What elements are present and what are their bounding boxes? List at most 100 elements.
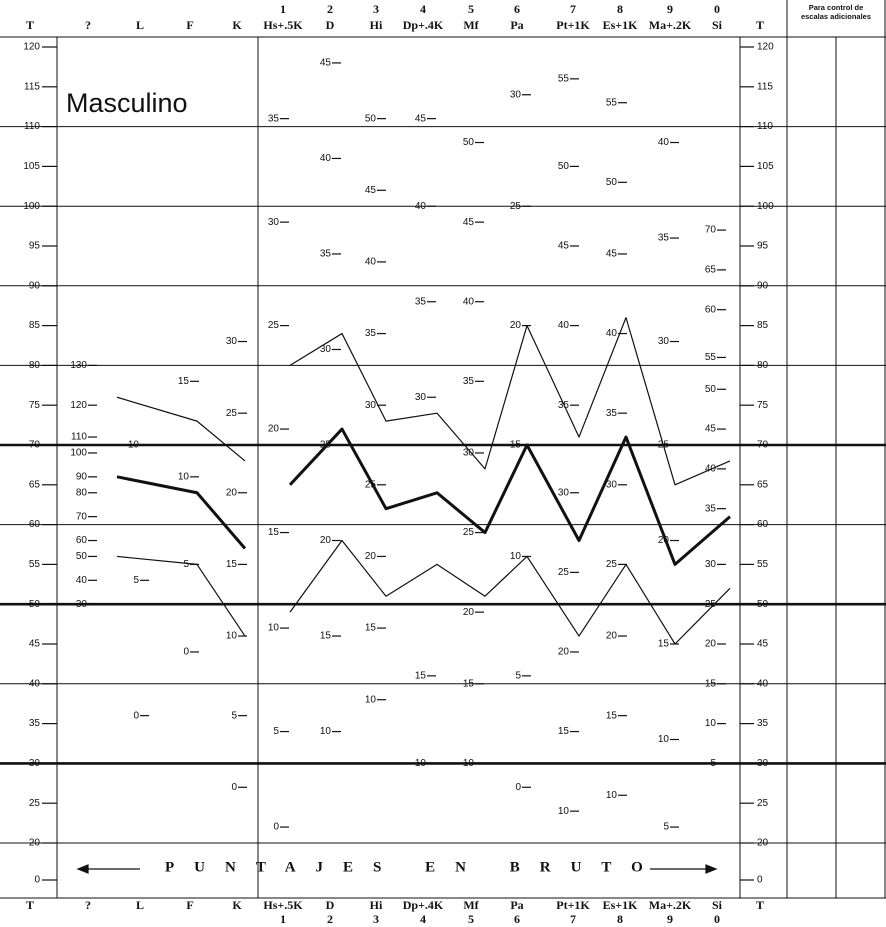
raw-score-label: 70 — [705, 225, 717, 236]
column-footer: ? — [85, 898, 91, 912]
raw-score-label: 10 — [558, 806, 570, 817]
column-footer: Hi — [370, 898, 383, 912]
raw-score-label: 20 — [606, 631, 618, 642]
y-tick-label: 110 — [757, 121, 773, 132]
scale-number: 1 — [280, 912, 286, 926]
column-footer: Es+1K — [603, 898, 639, 912]
raw-score-label: 5 — [183, 559, 189, 570]
raw-score-label: 10 — [510, 551, 522, 562]
raw-score-label: 35 — [463, 376, 475, 387]
y-tick-label: 115 — [757, 81, 773, 92]
y-tick-label: 120 — [23, 42, 40, 53]
frame — [0, 0, 886, 899]
raw-score-label: 40 — [658, 137, 670, 148]
profile-line — [289, 317, 731, 486]
raw-score-label: 15 — [606, 710, 618, 721]
raw-score-label: 30 — [365, 400, 377, 411]
y-tick-label: 40 — [757, 678, 769, 689]
column-header: Hi — [370, 18, 383, 32]
column-footer: L — [136, 898, 144, 912]
raw-score-label: 45 — [558, 241, 570, 252]
scale-number: 8 — [617, 912, 623, 926]
y-tick-label: 100 — [757, 201, 774, 212]
column-header: Pt+1K — [556, 18, 590, 32]
y-tick-label: 60 — [757, 519, 769, 530]
raw-score-label: 35 — [320, 249, 332, 260]
profile-line — [116, 555, 246, 637]
raw-score-label: 15 — [463, 678, 475, 689]
scale-number: 3 — [373, 912, 379, 926]
raw-score-label: 10 — [658, 734, 670, 745]
column-header: L — [136, 18, 144, 32]
y-tick-label: 30 — [29, 758, 41, 769]
y-tick-label: 30 — [757, 758, 769, 769]
y-tick-label: 105 — [757, 161, 774, 172]
raw-score-label: 30 — [463, 448, 475, 459]
raw-score-label: 55 — [558, 73, 570, 84]
y-tick-label: 20 — [757, 838, 769, 849]
column-header: Mf — [463, 18, 479, 32]
raw-score-label: 15 — [320, 631, 332, 642]
axis-title: T — [26, 18, 34, 32]
raw-score-label: 40 — [76, 575, 88, 586]
raw-score-label: 25 — [268, 320, 280, 331]
raw-score-label: 5 — [133, 575, 139, 586]
raw-score-label: 70 — [76, 511, 88, 522]
raw-score-label: 35 — [705, 503, 717, 514]
raw-score-label: 15 — [705, 678, 717, 689]
chart-title: Masculino — [66, 88, 188, 118]
y-tick-label: 55 — [29, 559, 41, 570]
raw-score-label: 5 — [663, 822, 669, 833]
column-header: F — [186, 18, 193, 32]
profile-line — [116, 396, 246, 462]
raw-score-label: 35 — [268, 113, 280, 124]
column-footer: Mf — [463, 898, 479, 912]
y-tick-label: 75 — [29, 400, 41, 411]
raw-score-label: 35 — [365, 328, 377, 339]
raw-score-label: 30 — [320, 344, 332, 355]
y-tick-label: 80 — [757, 360, 769, 371]
scale-number: 6 — [514, 2, 520, 16]
raw-score-label: 15 — [658, 639, 670, 650]
raw-score-label: 50 — [606, 177, 618, 188]
axis-title: T — [756, 898, 764, 912]
raw-score-label: 40 — [365, 257, 377, 268]
raw-score-label: 40 — [320, 153, 332, 164]
raw-score-label: 35 — [606, 408, 618, 419]
scale-number: 0 — [714, 912, 720, 926]
y-tick-label: 90 — [29, 280, 41, 291]
scale-number: 0 — [714, 2, 720, 16]
y-tick-label: 35 — [757, 718, 769, 729]
raw-score-label: 45 — [463, 217, 475, 228]
y-tick-label: 35 — [29, 718, 41, 729]
scale-number: 9 — [667, 912, 673, 926]
raw-score-label: 45 — [415, 113, 427, 124]
raw-score-label: 15 — [415, 670, 427, 681]
raw-score-label: 40 — [463, 296, 475, 307]
column-header: Dp+.4K — [403, 18, 444, 32]
raw-score-caption: PUNTAJES EN BRUTO — [165, 859, 663, 875]
y-tick-label: 0 — [757, 875, 763, 886]
raw-score-label: 55 — [606, 97, 618, 108]
y-tick-label: 45 — [29, 639, 41, 650]
y-tick-label: 95 — [757, 241, 769, 252]
raw-score-label: 10 — [415, 758, 427, 769]
column-footer: Ma+.2K — [649, 898, 692, 912]
raw-score-label: 45 — [705, 424, 717, 435]
raw-score-label: 110 — [71, 432, 87, 443]
y-tick-label: 65 — [757, 479, 769, 490]
y-tick-label: 80 — [29, 360, 41, 371]
column-header: K — [232, 18, 242, 32]
raw-score-label: 10 — [178, 471, 190, 482]
y-tick-label: 50 — [29, 599, 41, 610]
scale-number: 8 — [617, 2, 623, 16]
y-tick-label: 25 — [29, 798, 41, 809]
raw-score-label: 50 — [365, 113, 377, 124]
raw-score-label: 25 — [365, 479, 377, 490]
raw-score-label: 35 — [415, 296, 427, 307]
raw-score-label: 5 — [710, 758, 716, 769]
profile-line — [289, 539, 731, 645]
raw-score-label: 45 — [365, 185, 377, 196]
raw-score-label: 20 — [558, 647, 570, 658]
